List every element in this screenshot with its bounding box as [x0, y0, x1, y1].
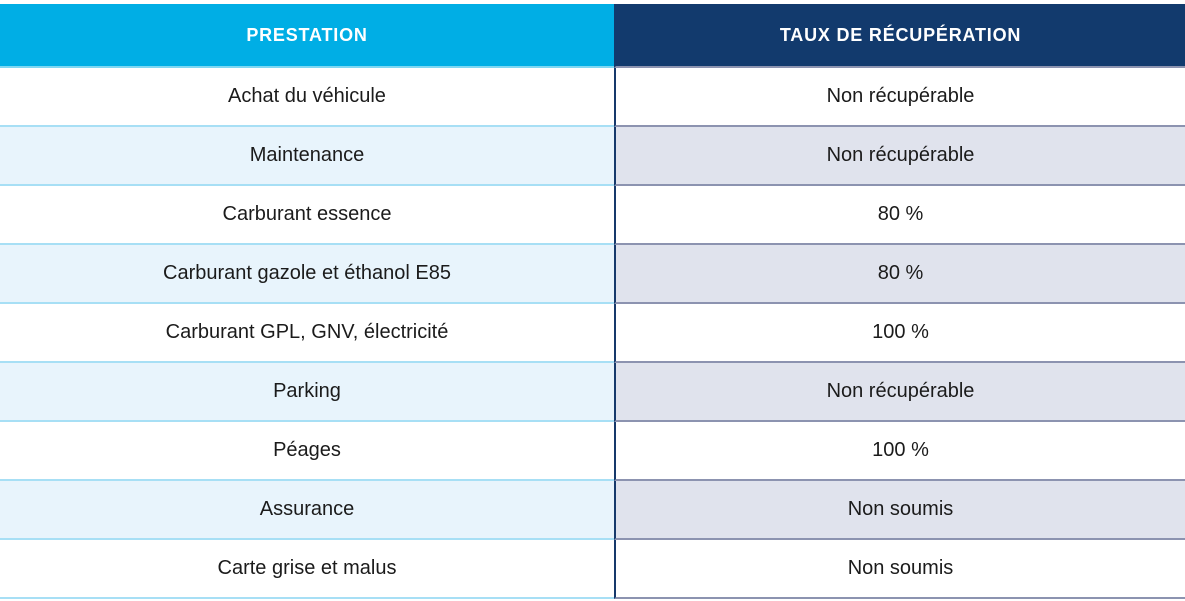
table-header-row: PRESTATION TAUX DE RÉCUPÉRATION — [0, 4, 1185, 68]
prestation-cell: Péages — [0, 422, 614, 481]
taux-cell: 100 % — [614, 422, 1185, 481]
prestation-cell: Carte grise et malus — [0, 540, 614, 599]
prestation-cell: Carburant gazole et éthanol E85 — [0, 245, 614, 304]
prestation-cell: Achat du véhicule — [0, 68, 614, 127]
table-row-peages: Péages 100 % — [0, 422, 1185, 481]
table-row-achat-du-vehicule: Achat du véhicule Non récupérable — [0, 68, 1185, 127]
column-header-prestation: PRESTATION — [0, 4, 614, 68]
table-row-carburant-essence: Carburant essence 80 % — [0, 186, 1185, 245]
prestation-cell: Carburant GPL, GNV, électricité — [0, 304, 614, 363]
prestation-cell: Maintenance — [0, 127, 614, 186]
taux-cell: 100 % — [614, 304, 1185, 363]
column-header-taux-de-recuperation: TAUX DE RÉCUPÉRATION — [614, 4, 1185, 68]
table-row-carte-grise-et-malus: Carte grise et malus Non soumis — [0, 540, 1185, 599]
table-row-assurance: Assurance Non soumis — [0, 481, 1185, 540]
table-row-parking: Parking Non récupérable — [0, 363, 1185, 422]
taux-cell: Non soumis — [614, 540, 1185, 599]
taux-cell: Non récupérable — [614, 363, 1185, 422]
taux-cell: 80 % — [614, 186, 1185, 245]
table-row-carburant-gpl-gnv-electricite: Carburant GPL, GNV, électricité 100 % — [0, 304, 1185, 363]
taux-cell: Non récupérable — [614, 68, 1185, 127]
prestation-cell: Assurance — [0, 481, 614, 540]
taux-cell: 80 % — [614, 245, 1185, 304]
prestation-cell: Carburant essence — [0, 186, 614, 245]
taux-cell: Non soumis — [614, 481, 1185, 540]
table-row-maintenance: Maintenance Non récupérable — [0, 127, 1185, 186]
taux-cell: Non récupérable — [614, 127, 1185, 186]
table-row-carburant-gazole-ethanol: Carburant gazole et éthanol E85 80 % — [0, 245, 1185, 304]
prestation-cell: Parking — [0, 363, 614, 422]
